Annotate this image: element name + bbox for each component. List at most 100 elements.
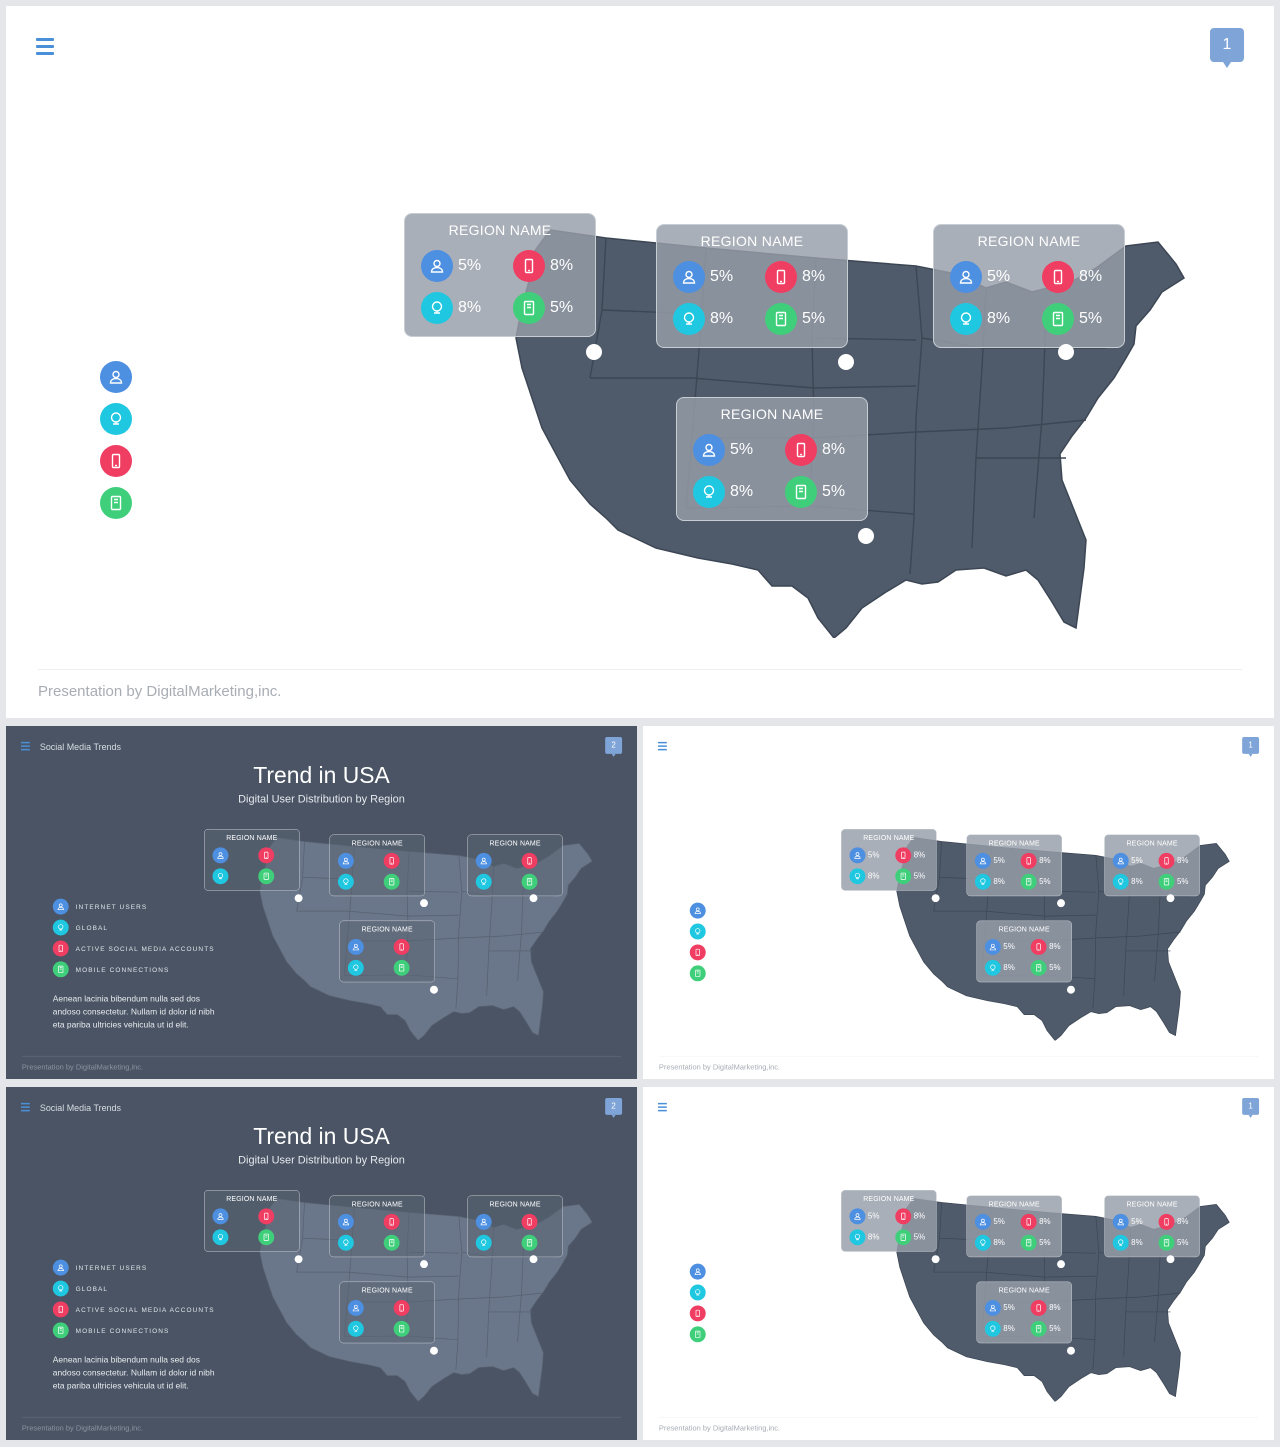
region-stat-value: 5% bbox=[1039, 877, 1051, 886]
region-stat-value: 5% bbox=[710, 268, 734, 285]
region-stat-active: 8% bbox=[513, 250, 573, 282]
globe-icon bbox=[950, 303, 982, 335]
region-box: REGION NAME bbox=[329, 834, 426, 897]
slide-thumb-white-1[interactable]: 1 REGION NAME 5% 8% 8% 5% REGION NAME 5% 8% 8% 5%… bbox=[643, 726, 1274, 1079]
region-stat-value: 5% bbox=[802, 310, 826, 327]
tablet-icon bbox=[52, 1322, 69, 1339]
region-stat-global: 8% bbox=[974, 1234, 1005, 1251]
region-name: REGION NAME bbox=[226, 1194, 278, 1203]
mobile-icon bbox=[895, 1208, 912, 1225]
region-stat-value: 8% bbox=[802, 268, 826, 285]
map-pin bbox=[529, 894, 538, 903]
region-name: REGION NAME bbox=[700, 233, 804, 249]
legend-icons bbox=[100, 356, 132, 524]
page-number-badge[interactable]: 2 bbox=[605, 1097, 623, 1118]
region-stat-internet bbox=[212, 1208, 229, 1225]
page-number-badge[interactable]: 1 bbox=[1242, 736, 1260, 757]
menu-icon[interactable] bbox=[657, 1102, 669, 1112]
region-stat-value: 5% bbox=[1176, 877, 1189, 886]
legend-label: ACTIVE SOCIAL MEDIA ACCOUNTS bbox=[75, 944, 215, 953]
tablet-icon bbox=[1020, 873, 1037, 890]
region-stat-active bbox=[258, 847, 275, 864]
region-stat-value: 5% bbox=[1049, 1324, 1061, 1333]
menu-icon[interactable] bbox=[20, 741, 32, 751]
region-name: REGION NAME bbox=[351, 1199, 403, 1208]
tablet-icon bbox=[100, 487, 132, 519]
mobile-icon bbox=[1042, 261, 1074, 293]
legend-item: INTERNET USERS bbox=[52, 896, 215, 917]
user-icon bbox=[1112, 1213, 1129, 1230]
slide-thumb-white-2[interactable]: 1 REGION NAME 5% 8% 8% 5% REGION NAME 5% 8% 8% 5%… bbox=[643, 1087, 1274, 1440]
mobile-icon bbox=[521, 1213, 538, 1230]
region-stat-mobile bbox=[258, 868, 275, 885]
region-stat-active: 8% bbox=[785, 434, 845, 466]
legend-label: INTERNET USERS bbox=[75, 902, 148, 911]
menu-icon[interactable] bbox=[36, 36, 58, 56]
region-stat-mobile: 5% bbox=[1020, 1234, 1051, 1251]
globe-icon bbox=[475, 873, 492, 890]
map-pin bbox=[1057, 899, 1065, 908]
page-number-badge[interactable]: 1 bbox=[1242, 1097, 1260, 1118]
slide-thumb-dark-1[interactable]: Social Media Trends 2 Trend in USA Digit… bbox=[6, 726, 637, 1079]
globe-icon bbox=[337, 873, 354, 890]
tablet-icon bbox=[689, 1326, 706, 1343]
region-stat-global bbox=[337, 1234, 354, 1251]
globe-icon bbox=[974, 873, 991, 890]
menu-icon[interactable] bbox=[657, 741, 669, 751]
region-stat-value: 5% bbox=[1049, 963, 1061, 972]
legend-item: GLOBAL bbox=[52, 917, 215, 938]
region-stat-active bbox=[393, 1299, 410, 1316]
region-stat-mobile bbox=[521, 1234, 538, 1251]
region-box: REGION NAME 5% 8% 8% 5% bbox=[976, 1281, 1072, 1344]
region-stat-internet: 5% bbox=[984, 1299, 1015, 1316]
mobile-icon bbox=[52, 1301, 69, 1318]
region-stat-value: 5% bbox=[730, 441, 754, 458]
map-pin bbox=[1066, 1346, 1075, 1355]
region-stat-global bbox=[475, 873, 492, 890]
page-number-badge[interactable]: 2 bbox=[605, 736, 623, 757]
region-stat-mobile: 5% bbox=[1020, 873, 1051, 890]
region-stat-global: 8% bbox=[1112, 873, 1143, 890]
map-pin bbox=[1058, 344, 1074, 360]
region-box: REGION NAME 5% 8% 8% 5% bbox=[404, 213, 596, 337]
menu-icon[interactable] bbox=[20, 1102, 32, 1112]
region-box: REGION NAME bbox=[467, 1195, 563, 1258]
region-stat-active: 8% bbox=[1030, 1299, 1061, 1316]
legend-item bbox=[689, 1303, 706, 1324]
region-stat-mobile bbox=[383, 873, 400, 890]
slide-thumb-dark-2[interactable]: Social Media Trends 2 Trend in USA Digit… bbox=[6, 1087, 637, 1440]
mobile-icon bbox=[100, 445, 132, 477]
region-stat-mobile: 5% bbox=[1030, 959, 1061, 976]
globe-icon bbox=[689, 923, 706, 940]
map-pin bbox=[1166, 894, 1175, 903]
footer-divider bbox=[38, 669, 1242, 670]
footer-text: Presentation by DigitalMarketing,inc. bbox=[21, 1062, 144, 1072]
region-box: REGION NAME 5% 8% 8% 5% bbox=[841, 1190, 937, 1252]
region-stat-global: 8% bbox=[984, 1320, 1015, 1337]
mobile-icon bbox=[258, 847, 275, 864]
region-stat-mobile: 5% bbox=[895, 868, 925, 885]
page-number-badge[interactable]: 1 bbox=[1210, 28, 1244, 68]
region-stat-internet bbox=[475, 1213, 492, 1230]
region-stat-value: 8% bbox=[822, 441, 846, 458]
legend-item bbox=[689, 1324, 706, 1345]
region-stat-active: 8% bbox=[1158, 852, 1188, 869]
globe-icon bbox=[673, 303, 705, 335]
user-icon bbox=[689, 1263, 706, 1280]
region-stat-value: 5% bbox=[1131, 856, 1143, 865]
slide-1-large[interactable]: 1 REGION NAME 5% 8% 8% 5% REGION NAME 5% 8% 8% 5%… bbox=[6, 6, 1274, 718]
region-stat-global bbox=[347, 1320, 364, 1337]
region-stat-internet bbox=[475, 852, 492, 869]
map-pin bbox=[529, 1255, 538, 1264]
region-stat-mobile: 5% bbox=[1030, 1320, 1061, 1337]
region-stat-value: 8% bbox=[458, 299, 482, 316]
map-pin bbox=[1166, 1255, 1175, 1264]
region-stat-value: 8% bbox=[1003, 1324, 1015, 1333]
region-name: REGION NAME bbox=[226, 833, 278, 842]
region-name: REGION NAME bbox=[998, 1286, 1050, 1295]
globe-icon bbox=[421, 292, 453, 324]
region-box: REGION NAME 5% 8% 8% 5% bbox=[976, 920, 1072, 983]
map-pin bbox=[1066, 985, 1075, 994]
region-stat-internet bbox=[347, 938, 364, 955]
legend-icons bbox=[689, 1261, 706, 1345]
